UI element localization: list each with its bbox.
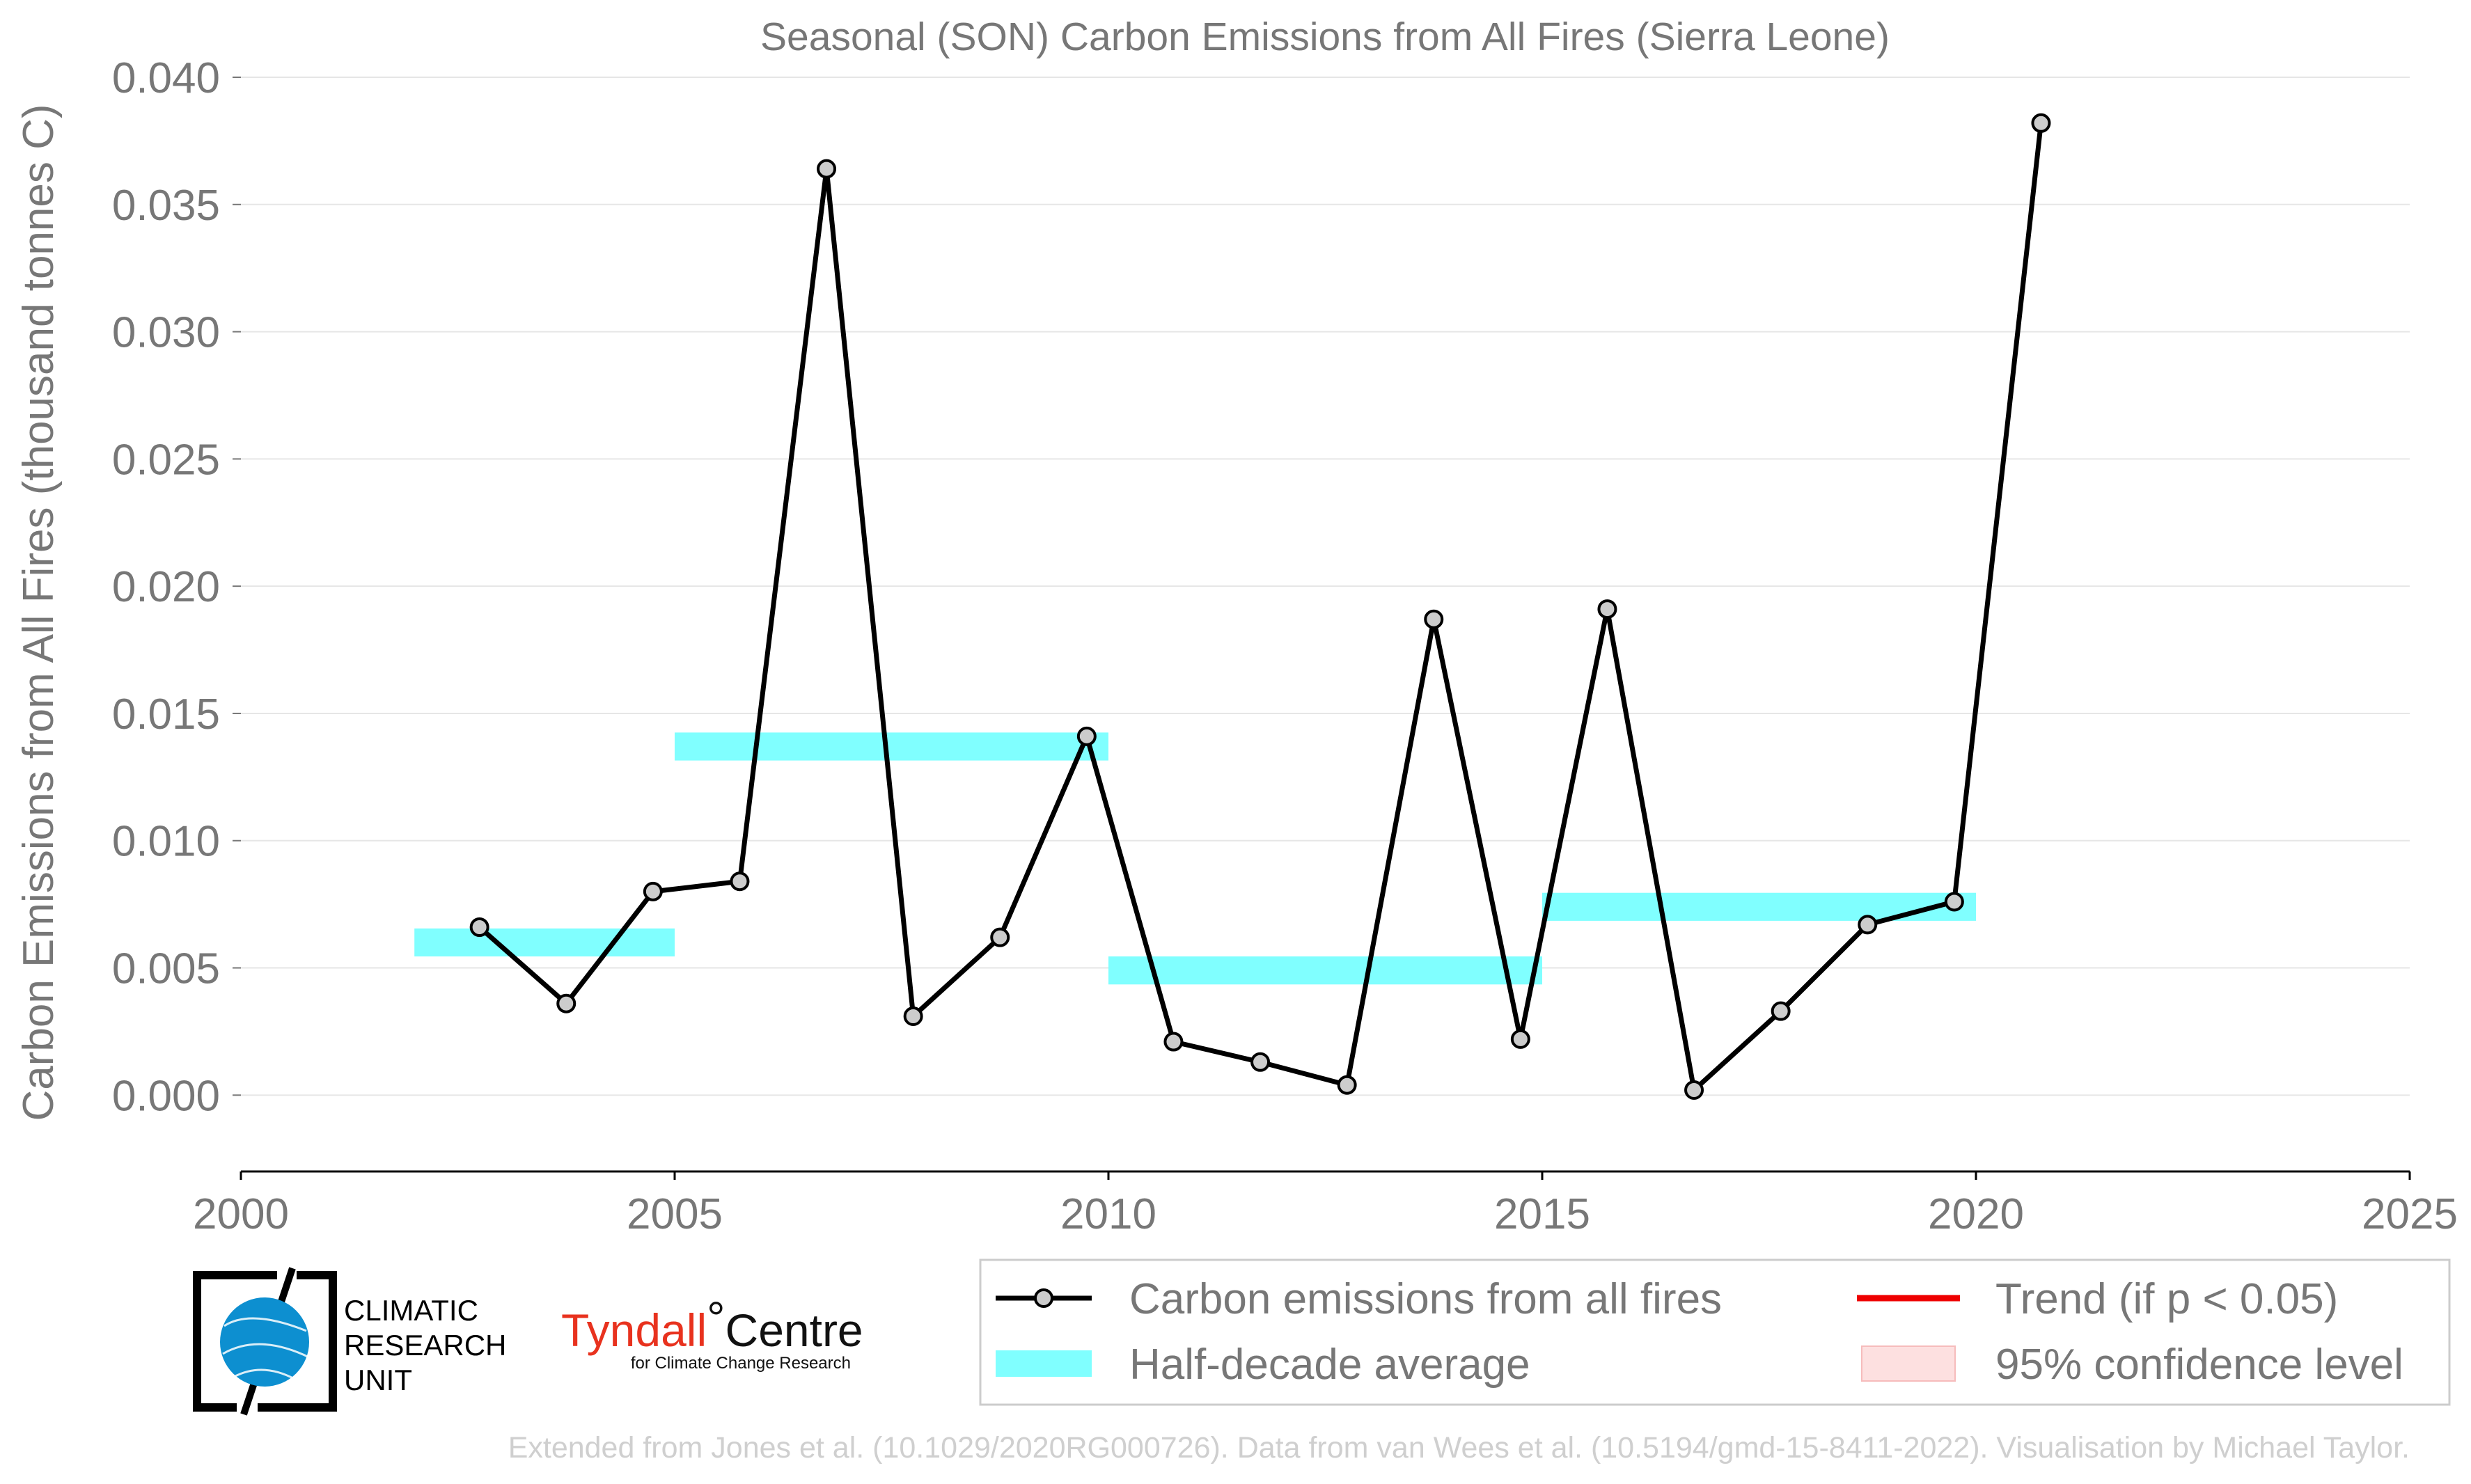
globe-icon [220,1297,309,1387]
legend: Carbon emissions from all fires Half-dec… [979,1258,2451,1406]
y-tick-label: 0.030 [112,309,220,357]
tyndall-degree: ° [707,1292,725,1343]
cru-text-3: UNIT [344,1364,412,1396]
data-point [1250,1052,1271,1072]
legend-confidence-icon [1861,1345,1956,1382]
data-point [1597,599,1617,619]
half-decade-bands [414,732,1976,985]
x-ticks: 2000 2005 2010 2015 2020 2025 [193,1171,2458,1238]
legend-item-half-decade: Half-decade average [996,1341,1530,1389]
half-decade-bar [1542,892,1976,921]
half-decade-bar [675,732,1108,761]
data-point [1944,892,1964,912]
data-point [730,871,750,892]
data-point [1163,1032,1184,1052]
y-tick-label: 0.020 [112,563,220,611]
data-point [1858,915,1878,935]
legend-item-emissions: Carbon emissions from all fires [996,1275,1722,1323]
x-tick-label: 2000 [193,1190,289,1238]
half-decade-bar [1108,956,1542,985]
legend-label-trend: Trend (if p < 0.05) [1995,1275,2338,1323]
data-point [1424,609,1444,629]
tyndall-main: Tyndall [561,1304,707,1356]
y-tick-label: 0.025 [112,436,220,484]
x-tick-label: 2005 [627,1190,723,1238]
data-point [1684,1080,1704,1100]
data-point [2031,113,2051,133]
data-point [1076,726,1097,746]
data-point [1771,1001,1791,1021]
x-tick-label: 2025 [2362,1190,2458,1238]
data-point [643,881,663,901]
data-point [1337,1075,1357,1095]
y-tick-label: 0.035 [112,182,220,230]
legend-label-confidence: 95% confidence level [1995,1341,2403,1389]
legend-item-confidence: 95% confidence level [1861,1341,2403,1389]
y-tick-label: 0.000 [112,1072,220,1120]
cru-bracket-icon [193,1271,337,1412]
data-point [990,927,1010,947]
x-tick-label: 2010 [1060,1190,1156,1238]
cru-text-2: RESEARCH [344,1329,506,1361]
data-point [556,993,576,1013]
x-tick-label: 2020 [1928,1190,2024,1238]
tyndall-centre: Centre [725,1304,863,1356]
cru-text-1: CLIMATIC [344,1294,478,1327]
y-tick-label: 0.015 [112,690,220,739]
grid [241,77,2410,1096]
y-axis-label: Carbon Emissions from All Fires (thousan… [15,104,63,1121]
emissions-line [478,123,2044,1093]
legend-item-trend: Trend (if p < 0.05) [1857,1275,2338,1323]
legend-band-icon [996,1350,1092,1377]
legend-marker-icon [1034,1288,1053,1308]
y-tick-label: 0.040 [112,54,220,102]
y-tick-label: 0.005 [112,945,220,993]
data-point [817,159,837,179]
globe-wave-icon [222,1317,310,1383]
y-ticks: 0.000 0.005 0.010 0.015 0.020 0.025 0.030 0.035… [112,54,241,1120]
tyndall-subtitle: for Climate Change Research [631,1354,851,1373]
chart-title: Seasonal (SON) Carbon Emissions from All… [760,15,1890,59]
data-point [469,917,489,938]
emissions-series [469,113,2051,1100]
legend-label-half-decade: Half-decade average [1129,1341,1530,1389]
x-tick-label: 2015 [1494,1190,1590,1238]
data-point [903,1006,923,1026]
data-point [1510,1029,1530,1049]
tyndall-logo: Tyndall°Centre for Climate Change Resear… [561,1292,863,1373]
legend-label-emissions: Carbon emissions from all fires [1129,1275,1722,1323]
half-decade-bar [414,928,675,957]
footer-credit: Extended from Jones et al. (10.1029/2020… [508,1431,2410,1465]
y-tick-label: 0.010 [112,818,220,866]
tyndall-wordmark: Tyndall°Centre [561,1292,863,1356]
legend-frame [979,1258,2451,1406]
cru-logo: CLIMATIC RESEARCH UNIT [193,1267,506,1416]
